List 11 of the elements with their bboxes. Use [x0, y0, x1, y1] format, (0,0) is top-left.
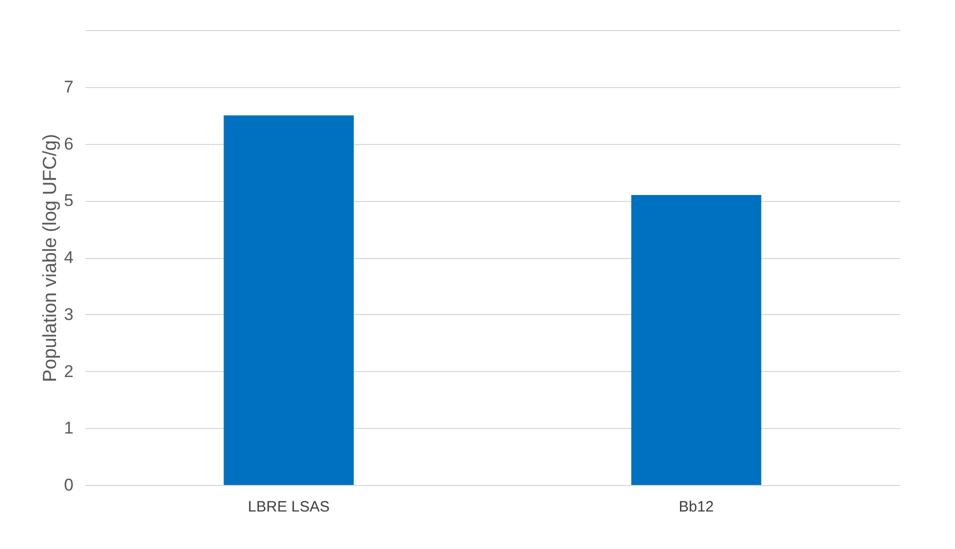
y-tick-label: 7: [64, 77, 74, 96]
y-tick-label: 5: [64, 191, 74, 210]
y-axis-title: Population viable (log UFC/g): [40, 134, 62, 382]
y-tick-label: 3: [64, 304, 74, 324]
x-tick-label: Bb12: [678, 498, 714, 516]
y-tick-label: 4: [64, 248, 74, 267]
y-tick-label: 0: [64, 476, 74, 494]
y-tick-label: 6: [64, 134, 74, 154]
y-tick-label: 2: [64, 362, 74, 381]
y-tick-label: 1: [64, 418, 74, 438]
x-tick-label: LBRE LSAS: [248, 498, 330, 516]
